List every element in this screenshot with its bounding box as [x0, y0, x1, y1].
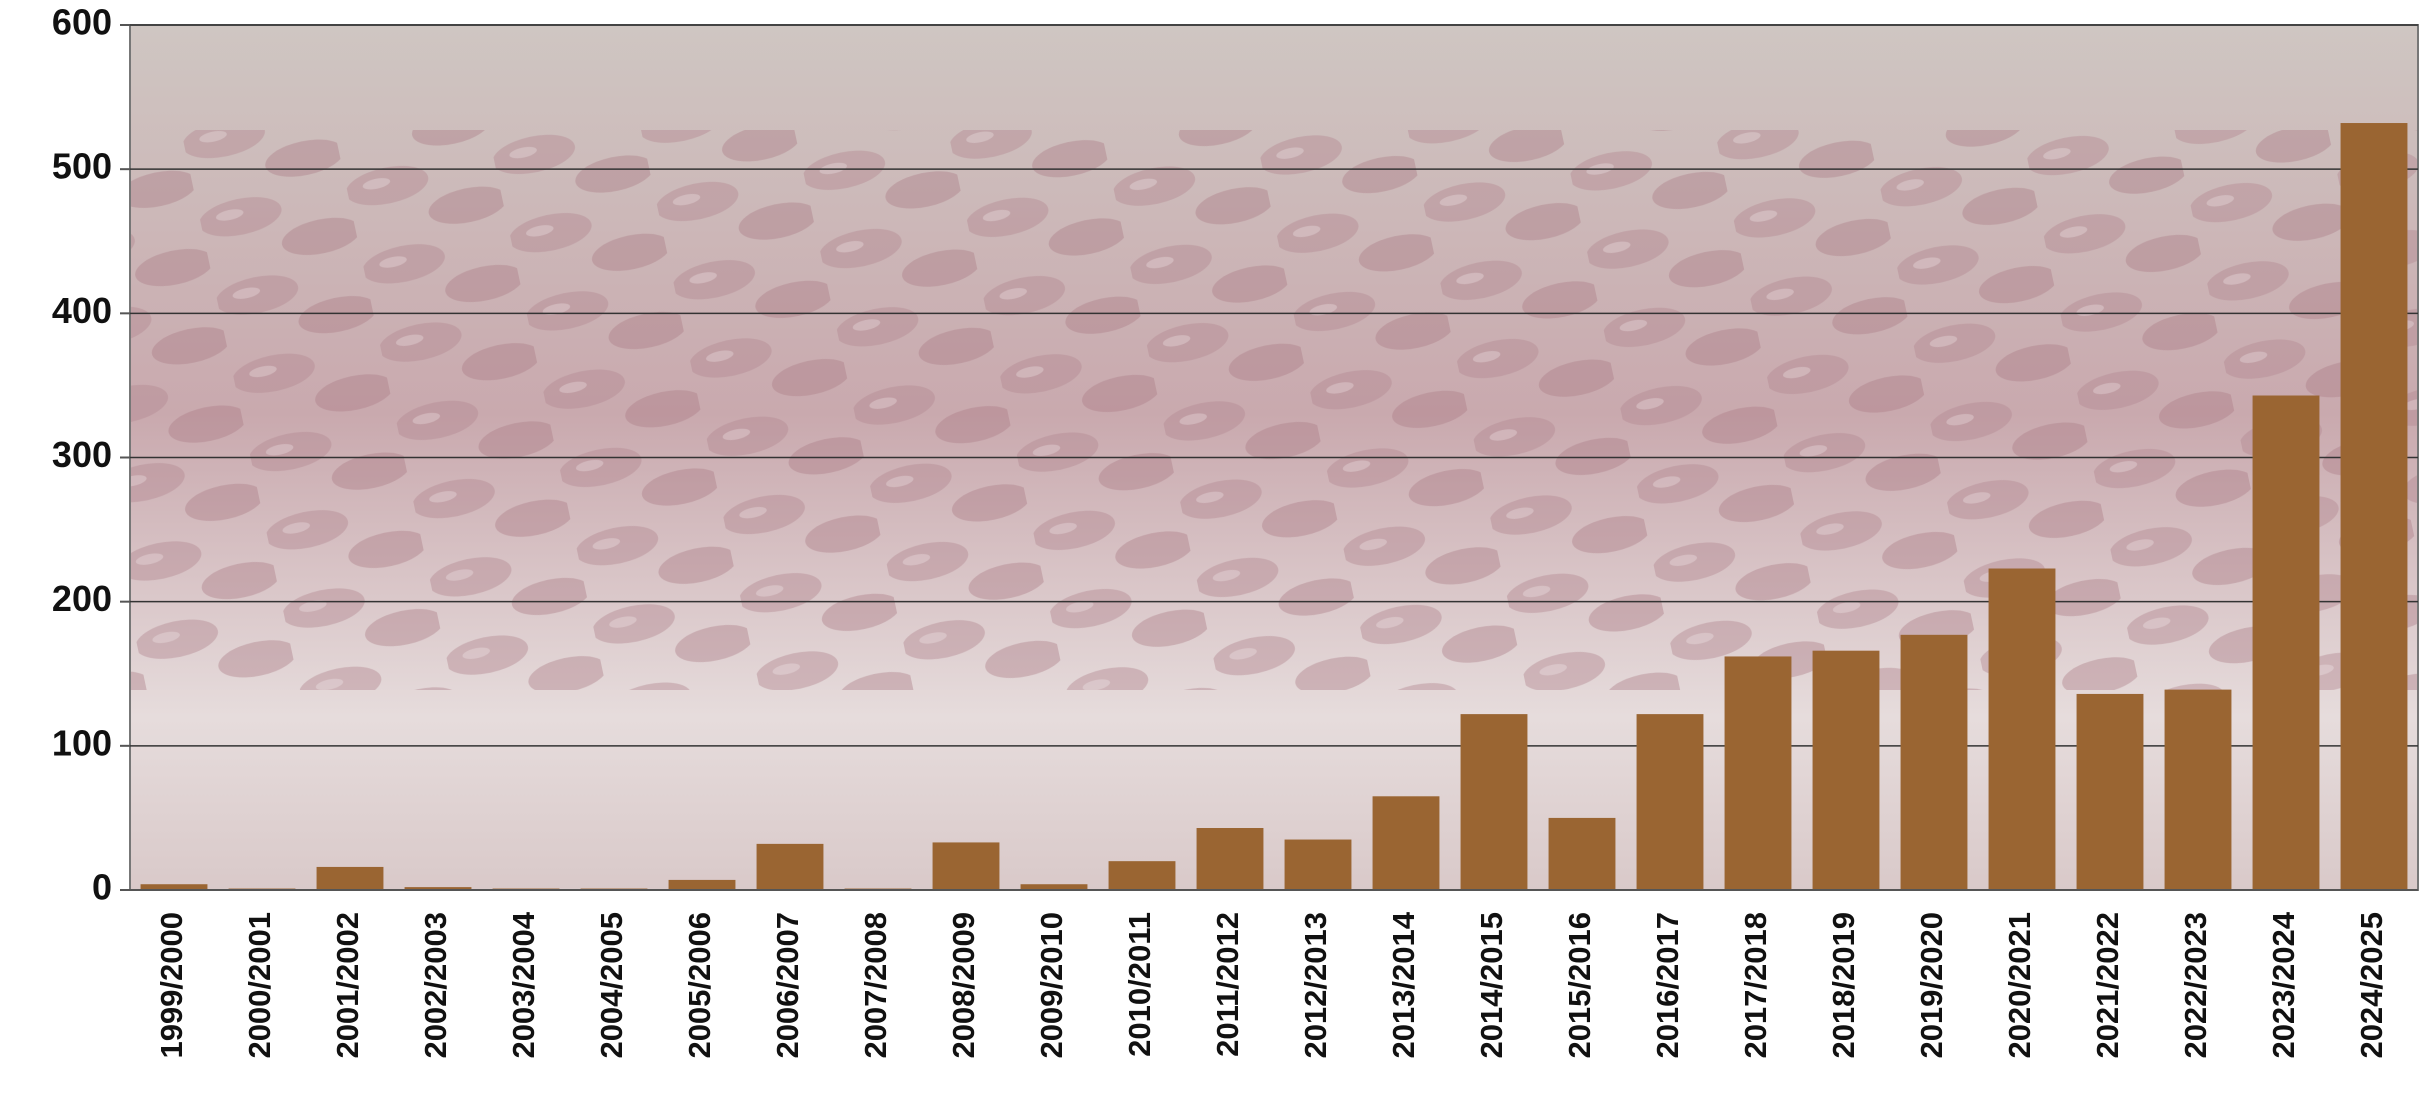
y-tick-label: 100: [52, 722, 112, 763]
x-tick-label: 2022/2023: [2178, 912, 2213, 1059]
y-tick-label: 300: [52, 434, 112, 475]
x-tick-label: 2000/2001: [242, 912, 277, 1059]
bar: [668, 879, 736, 890]
x-tick-label: 2007/2008: [858, 912, 893, 1059]
bar: [1284, 839, 1352, 890]
bar: [2164, 689, 2232, 890]
x-tick-label: 2006/2007: [770, 912, 805, 1059]
y-tick-label: 500: [52, 146, 112, 187]
y-tick-label: 600: [52, 2, 112, 43]
x-tick-label: 2024/2025: [2354, 912, 2389, 1059]
bar: [1460, 714, 1528, 890]
bar: [404, 887, 472, 890]
plot-texture: [130, 130, 2418, 690]
x-tick-label: 2018/2019: [1826, 912, 1861, 1059]
x-tick-label: 2020/2021: [2002, 912, 2037, 1059]
bar: [2076, 693, 2144, 890]
y-tick-label: 200: [52, 578, 112, 619]
bar: [1988, 568, 2056, 890]
x-tick-label: 2003/2004: [506, 911, 541, 1058]
bar: [932, 842, 1000, 890]
x-tick-label: 2015/2016: [1562, 912, 1597, 1059]
bar: [756, 843, 824, 890]
bar: [1900, 634, 1968, 890]
x-tick-label: 2011/2012: [1210, 912, 1245, 1057]
bar: [2252, 395, 2320, 890]
y-tick-label: 0: [92, 867, 112, 908]
x-tick-label: 2009/2010: [1034, 912, 1069, 1059]
x-tick-label: 2004/2005: [594, 912, 629, 1059]
x-tick-label: 2019/2020: [1914, 912, 1949, 1059]
x-tick-label: 2012/2013: [1298, 912, 1333, 1059]
x-tick-label: 2010/2011: [1122, 912, 1157, 1057]
bar: [1812, 650, 1880, 890]
x-tick-label: 2021/2022: [2090, 912, 2125, 1059]
bar: [1724, 656, 1792, 890]
x-tick-label: 2002/2003: [418, 912, 453, 1059]
bar: [1020, 884, 1088, 890]
x-tick-label: 2023/2024: [2266, 911, 2301, 1058]
bar: [1196, 828, 1264, 890]
x-tick-label: 2008/2009: [946, 912, 981, 1059]
bar: [1108, 861, 1176, 890]
bar: [316, 866, 384, 890]
bar: [2340, 123, 2408, 891]
bar: [1372, 796, 1440, 890]
y-tick-label: 400: [52, 290, 112, 331]
x-tick-label: 2017/2018: [1738, 912, 1773, 1059]
x-tick-label: 2016/2017: [1650, 912, 1685, 1059]
x-tick-label: 1999/2000: [154, 912, 189, 1059]
bar: [1636, 714, 1704, 890]
x-tick-label: 2013/2014: [1386, 911, 1421, 1058]
x-tick-label: 2001/2002: [330, 912, 365, 1059]
x-tick-label: 2014/2015: [1474, 912, 1509, 1059]
bar: [140, 884, 208, 890]
x-tick-label: 2005/2006: [682, 912, 717, 1059]
bar: [1548, 817, 1616, 890]
